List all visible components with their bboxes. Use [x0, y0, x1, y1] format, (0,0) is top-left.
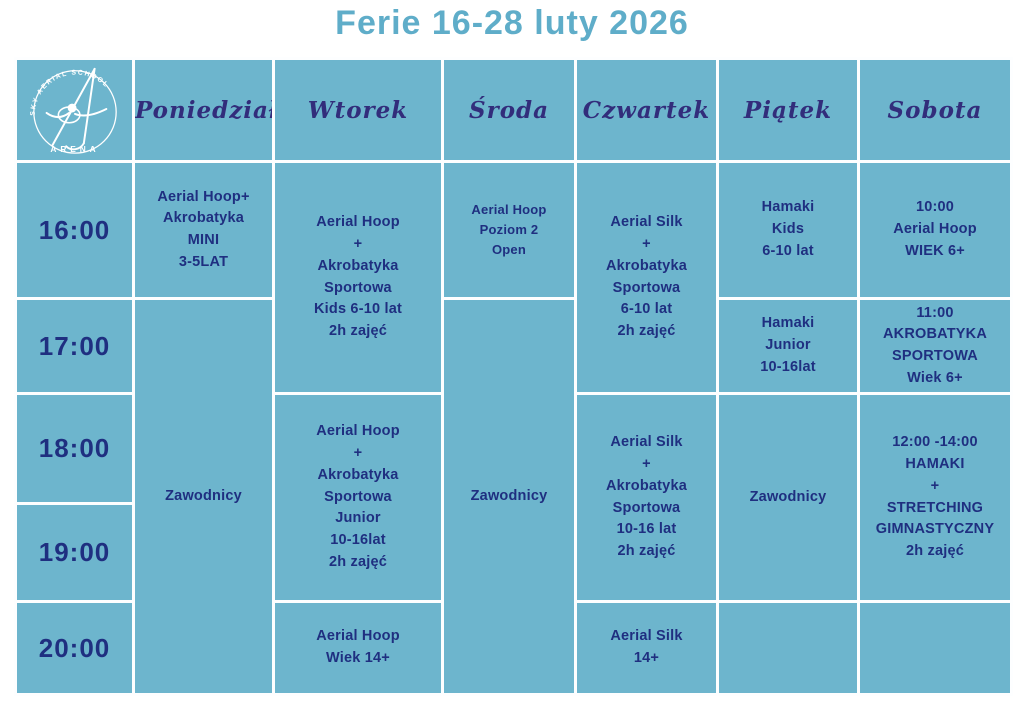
- page-title: Ferie 16-28 luty 2026: [335, 4, 689, 42]
- header-row: SKY AERIAL SCHOOL ARENA: [14, 57, 1013, 163]
- cell-thu-20: Aerial Silk 14+: [574, 600, 719, 696]
- time-label-19: 19:00: [14, 502, 135, 603]
- time-label-20: 20:00: [14, 600, 135, 696]
- cell-mon-16: Aerial Hoop+ Akrobatyka MINI 3-5LAT: [132, 160, 275, 300]
- row-19: 19:00: [14, 502, 1012, 603]
- row-16: 16:00 Aerial Hoop+ Akrobatyka MINI 3-5LA…: [14, 160, 1013, 395]
- cell-fri-20: [716, 600, 860, 696]
- cell-fri-17: Hamaki Junior 10-16lat: [716, 297, 860, 395]
- row-17: 17:00 Zawodnicy Zawodnicy Hamaki Junior …: [14, 297, 1013, 696]
- cell-thu-16-17: Aerial Silk + Akrobatyka Sportowa 6-10 l…: [574, 160, 719, 395]
- cell-thu-18-19: Aerial Silk + Akrobatyka Sportowa 10-16 …: [574, 392, 719, 603]
- svg-text:ARENA: ARENA: [50, 144, 99, 154]
- school-logo: SKY AERIAL SCHOOL ARENA: [19, 62, 131, 159]
- day-header-sroda: Środa: [441, 57, 577, 163]
- cell-sat-17: 11:00 AKROBATYKA SPORTOWA Wiek 6+: [857, 297, 1013, 395]
- cell-sat-18-19: 12:00 -14:00 HAMAKI + STRETCHING GIMNAST…: [857, 392, 1013, 603]
- cell-sat-16: 10:00 Aerial Hoop WIEK 6+: [857, 160, 1013, 300]
- time-label-17: 17:00: [14, 297, 135, 395]
- row-20: 20:00 Aerial Hoop Wiek 14+ Aerial Silk 1…: [14, 600, 1013, 696]
- logo-cell: SKY AERIAL SCHOOL ARENA: [14, 57, 135, 163]
- cell-wed-16: Aerial Hoop Poziom 2 Open: [441, 160, 577, 300]
- day-header-czwartek: Czwartek: [574, 57, 719, 163]
- day-header-poniedzialek: Poniedziałek: [132, 57, 275, 163]
- cell-sat-20: [857, 600, 1013, 696]
- schedule-table: SKY AERIAL SCHOOL ARENA: [14, 57, 1013, 696]
- time-label-16: 16:00: [14, 160, 135, 300]
- time-label-18: 18:00: [14, 392, 135, 505]
- cell-tue-16-17: Aerial Hoop + Akrobatyka Sportowa Kids 6…: [272, 160, 444, 395]
- cell-wed-17-20: Zawodnicy: [441, 297, 577, 696]
- row-18: 18:00 Aerial Hoop + Akrobatyka Sportowa …: [14, 392, 1013, 603]
- cell-fri-16: Hamaki Kids 6-10 lat: [716, 160, 860, 300]
- aerial-school-logo-icon: SKY AERIAL SCHOOL ARENA: [29, 67, 117, 154]
- day-header-sobota: Sobota: [857, 57, 1013, 163]
- day-header-wtorek: Wtorek: [272, 57, 444, 163]
- cell-tue-18-19: Aerial Hoop + Akrobatyka Sportowa Junior…: [272, 392, 444, 603]
- cell-mon-17-20: Zawodnicy: [132, 297, 275, 696]
- cell-fri-18-19: Zawodnicy: [716, 392, 860, 603]
- cell-tue-20: Aerial Hoop Wiek 14+: [272, 600, 444, 696]
- day-header-piatek: Piątek: [716, 57, 860, 163]
